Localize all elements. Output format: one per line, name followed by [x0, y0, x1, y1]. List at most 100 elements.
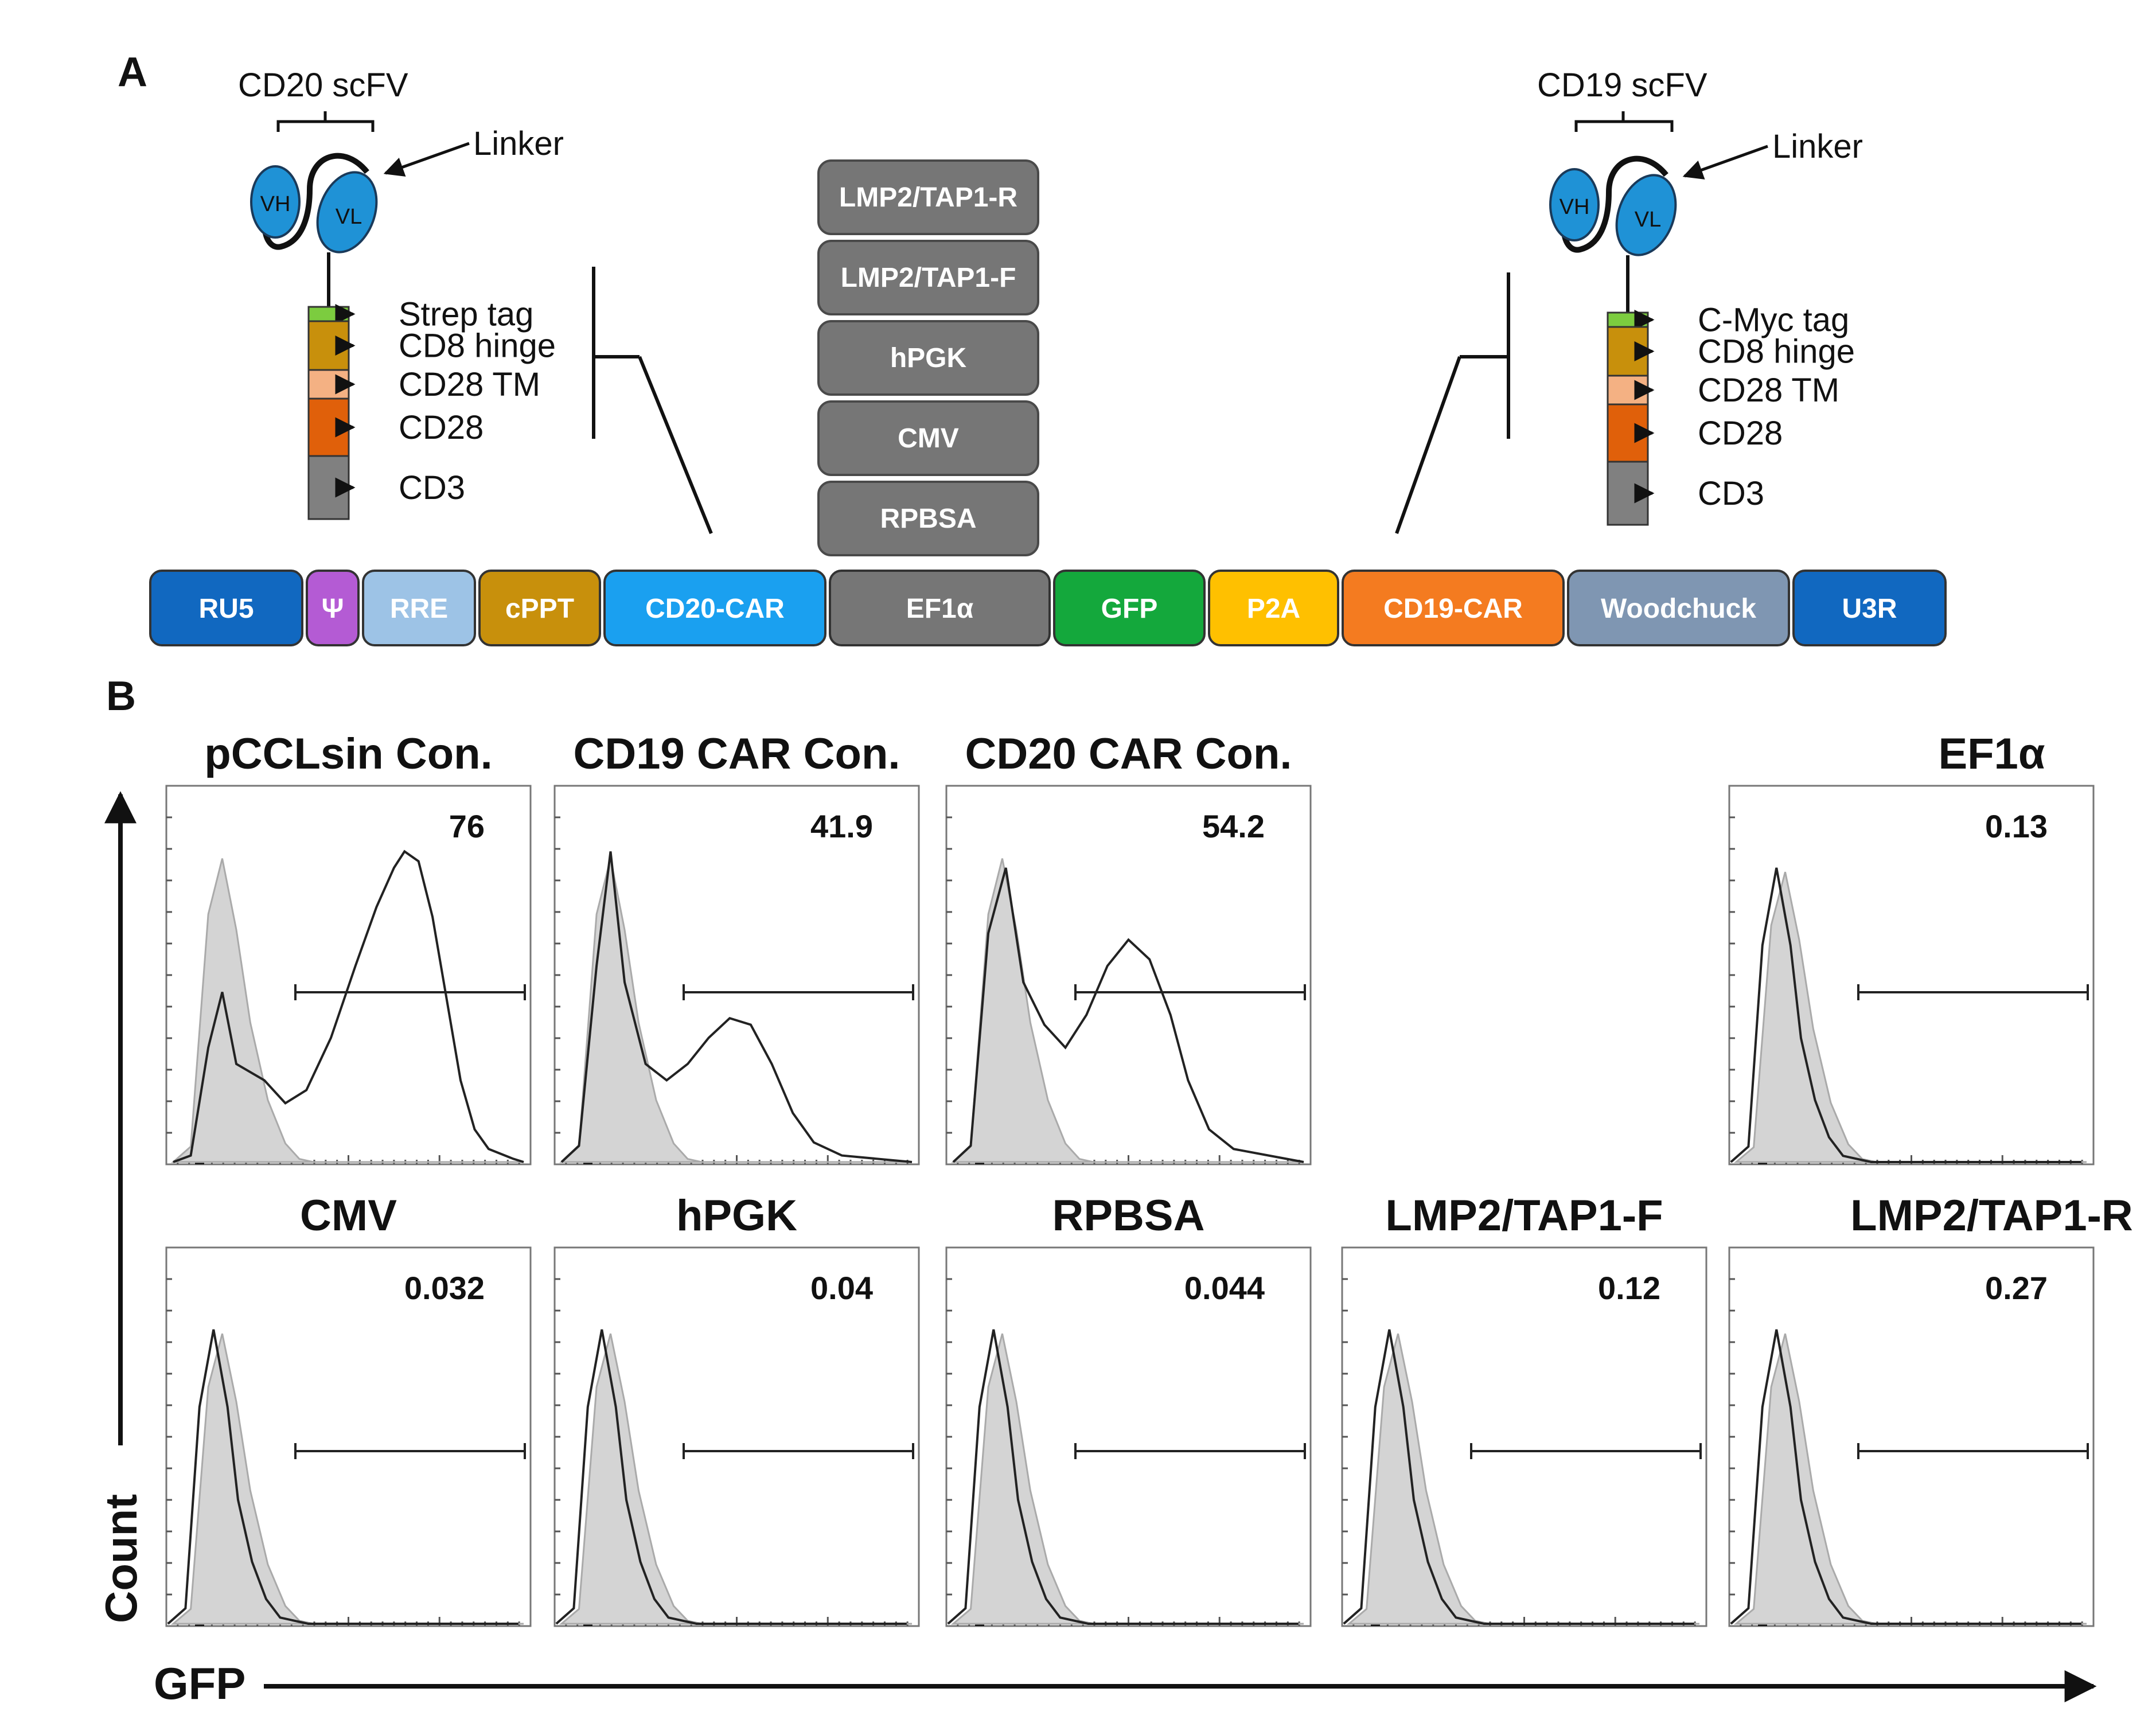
- sample-histogram: [1730, 867, 2081, 1163]
- vector-segment: [829, 570, 1051, 646]
- histogram-title: EF1α: [1938, 730, 2045, 778]
- percent-positive: 76: [449, 808, 485, 844]
- promoter-label: LMP2/TAP1-R: [839, 182, 1017, 213]
- car-domain: [1607, 311, 1649, 328]
- cd20-scfv-label: CD20 scFV: [238, 67, 408, 104]
- domain-label: CD28 TM: [399, 366, 540, 403]
- promoter-label: RPBSA: [880, 504, 976, 534]
- control-histogram: [951, 858, 1304, 1163]
- domain-label: CD3: [399, 469, 465, 506]
- vector-segment-label: cPPT: [505, 594, 574, 624]
- percent-positive: 0.27: [1985, 1270, 2048, 1306]
- linker-label: Linker: [473, 125, 564, 162]
- scfv-bracket: [1574, 111, 1674, 132]
- vector-segment-label: Ψ: [322, 594, 344, 624]
- vector-segment: [1792, 570, 1947, 646]
- count-axis-label: Count: [96, 1494, 146, 1623]
- domain-label: CD28: [1698, 415, 1783, 452]
- connector-line: [638, 356, 713, 535]
- histogram-title: hPGK: [676, 1191, 797, 1240]
- histogram-panel: LMP2/TAP1-F 0.12: [1341, 1191, 1707, 1627]
- car-domain: [307, 369, 350, 400]
- control-histogram: [559, 858, 912, 1163]
- histogram-panel: hPGK 0.04: [553, 1191, 920, 1627]
- vector-segment: [603, 570, 826, 646]
- lentiviral-vector-map: RU5 Ψ RRE cPPT CD20-CAR EF1α GFP P2A CD19-CAR Woo…: [149, 570, 1947, 646]
- vector-segment-label: CD19-CAR: [1383, 594, 1523, 624]
- histogram-title: RPBSA: [1052, 1191, 1204, 1240]
- vector-segment: [1053, 570, 1206, 646]
- histogram-title: CD20 CAR Con.: [965, 730, 1292, 778]
- vector-segment-label: P2A: [1247, 594, 1300, 624]
- vh-domain: [250, 165, 301, 239]
- vector-segment: [1342, 570, 1565, 646]
- panel-a-label: A: [118, 49, 147, 95]
- sample-histogram: [1343, 1329, 1694, 1625]
- vector-segment: [1567, 570, 1790, 646]
- vector-segment: [478, 570, 601, 646]
- vh-label: VH: [260, 192, 291, 216]
- gfp-axis-label: GFP: [154, 1658, 245, 1709]
- vl-domain: [1615, 174, 1677, 256]
- domain-label: C-Myc tag: [1698, 302, 1849, 339]
- domain-label: CD28: [399, 409, 484, 446]
- vector-segment: [362, 570, 476, 646]
- percent-positive: 41.9: [810, 808, 873, 844]
- histogram-title: LMP2/TAP1-F: [1385, 1191, 1663, 1240]
- linker-label: Linker: [1772, 128, 1863, 165]
- vl-label: VL: [336, 205, 362, 229]
- car-domain: [307, 320, 350, 371]
- promoter-label: hPGK: [890, 343, 967, 373]
- car-domain: [307, 306, 350, 322]
- promoter-label: CMV: [898, 423, 959, 454]
- vh-domain: [1549, 168, 1600, 241]
- histogram-panel: RPBSA 0.044: [945, 1191, 1312, 1627]
- histogram-panel: CD19 CAR Con. 41.9: [553, 730, 920, 1165]
- linker-arrow: [1682, 145, 1768, 180]
- connector-line: [1395, 356, 1461, 535]
- sample-histogram: [555, 1329, 907, 1625]
- domain-label: CD3: [1698, 475, 1764, 512]
- sample-histogram: [952, 867, 1304, 1163]
- car-domain: [1607, 403, 1649, 463]
- vh-label: VH: [1560, 195, 1590, 219]
- histogram-grid: pCCLsin Con. 76 CD19 CAR Con. 41.9 CD20 CAR …: [165, 730, 2133, 1627]
- percent-positive: 54.2: [1202, 808, 1265, 844]
- domain-label: Strep tag: [399, 296, 533, 333]
- percent-positive: 0.044: [1184, 1270, 1265, 1306]
- car-domain: [1607, 375, 1649, 406]
- car-domain: [1607, 326, 1649, 377]
- sample-histogram: [947, 1329, 1299, 1625]
- promoter-box: [817, 400, 1039, 476]
- vector-segment: [1208, 570, 1339, 646]
- vector-segment: [149, 570, 303, 646]
- promoter-box: [817, 159, 1039, 235]
- histogram-panel: pCCLsin Con. 76: [165, 730, 532, 1165]
- linker-curve: [1561, 155, 1668, 253]
- vl-domain: [316, 171, 378, 254]
- cd19-scfv-label: CD19 scFV: [1537, 67, 1707, 104]
- vector-segment-label: GFP: [1101, 594, 1158, 624]
- linker-arrow: [383, 142, 470, 177]
- scfv-bracket: [276, 111, 375, 132]
- percent-positive: 0.13: [1985, 808, 2048, 844]
- domain-label: CD8 hinge: [399, 328, 556, 365]
- promoter-label: LMP2/TAP1-F: [841, 263, 1016, 293]
- vector-segment-label: Woodchuck: [1601, 594, 1756, 624]
- vector-segment-label: U3R: [1842, 594, 1897, 624]
- percent-positive: 0.032: [404, 1270, 485, 1306]
- histogram-title: CD19 CAR Con.: [573, 730, 900, 778]
- histogram-title: LMP2/TAP1-R: [1850, 1191, 2133, 1240]
- promoter-box: [817, 320, 1039, 396]
- panel-b-label: B: [106, 673, 136, 719]
- promoter-stack: LMP2/TAP1-R LMP2/TAP1-F hPGK CMV RPBSA: [817, 159, 1039, 556]
- sample-histogram: [173, 849, 524, 1163]
- vector-segment: [306, 570, 360, 646]
- percent-positive: 0.12: [1598, 1270, 1660, 1306]
- histogram-title: CMV: [300, 1191, 397, 1240]
- sample-histogram: [1730, 1329, 2081, 1625]
